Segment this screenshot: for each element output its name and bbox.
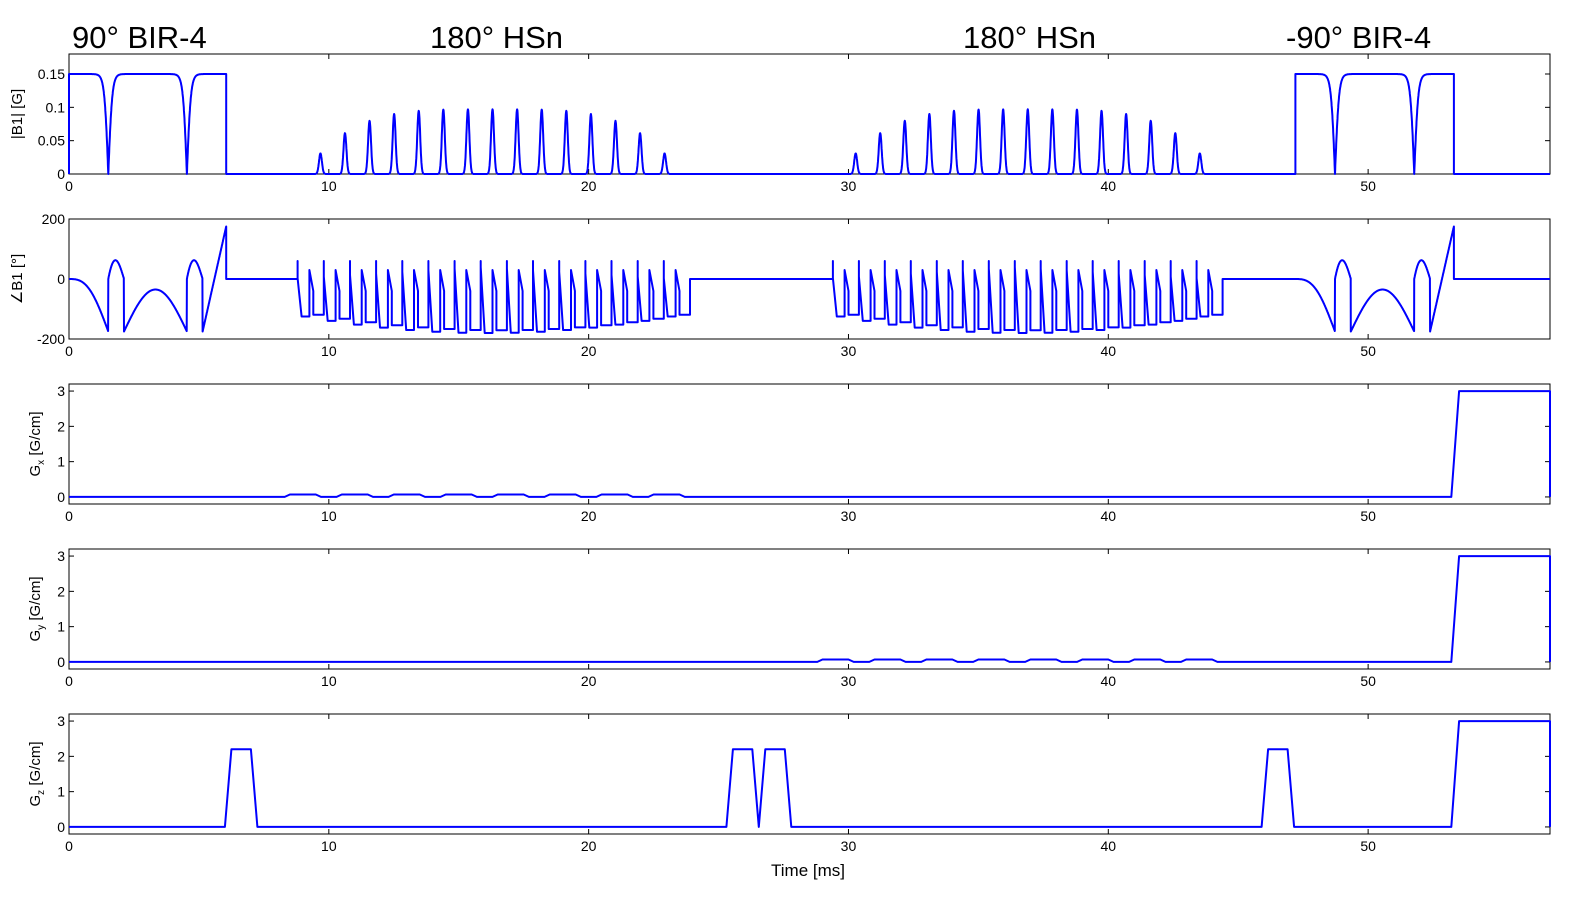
pulse-title-minus90-bir4: -90° BIR-4 <box>1286 20 1431 55</box>
panel-gy: 0 10 20 30 40 50 0 1 2 3 Gy [G/cm] <box>27 548 1551 689</box>
x-tick-label: 40 <box>1101 508 1117 524</box>
axes-box <box>68 53 1551 175</box>
y-tick-label: 0 <box>57 489 65 505</box>
y-tick-label: 1 <box>57 619 65 635</box>
axes-box <box>68 383 1551 505</box>
panel-b1-magnitude: 0 10 20 30 40 50 0 0.05 0.1 0.15 |B1| [G] <box>9 53 1551 194</box>
x-tick-label: 20 <box>581 673 597 689</box>
series-line-b1-phase <box>68 225 1550 334</box>
pulse-title-180-hsn-first: 180° HSn <box>430 20 563 55</box>
x-tick-label: 10 <box>321 343 337 359</box>
y-tick-label: 1 <box>57 454 65 470</box>
pulse-title-180-hsn-second: 180° HSn <box>963 20 1096 55</box>
x-tick-label: 30 <box>841 673 857 689</box>
series-line-gz <box>69 720 1551 828</box>
x-tick-label: 30 <box>841 508 857 524</box>
panel-gx: 0 10 20 30 40 50 0 1 2 3 Gx [G/cm] <box>27 383 1551 524</box>
x-tick-label: 20 <box>581 178 597 194</box>
y-tick-label: 0.1 <box>46 99 66 115</box>
y-tick-label: 3 <box>57 548 65 564</box>
y-axis-label: |B1| [G] <box>9 89 26 139</box>
y-axis-label: ∠B1 [°] <box>9 254 26 304</box>
x-tick-label: 20 <box>581 838 597 854</box>
x-tick-label: 30 <box>841 838 857 854</box>
x-tick-label: 0 <box>65 673 73 689</box>
y-tick-label: 2 <box>57 748 65 764</box>
y-tick-label: 200 <box>42 211 66 227</box>
y-tick-label: 3 <box>57 383 65 399</box>
x-tick-label: 40 <box>1101 178 1117 194</box>
x-tick-label: 50 <box>1360 673 1376 689</box>
y-tick-label: 3 <box>57 713 65 729</box>
y-tick-label: 2 <box>57 583 65 599</box>
series-line-gx <box>69 390 1551 498</box>
series-line-gy <box>69 555 1551 663</box>
x-tick-label: 40 <box>1101 673 1117 689</box>
x-tick-label: 10 <box>321 178 337 194</box>
axes-box <box>68 548 1551 670</box>
y-tick-label: 0 <box>57 654 65 670</box>
x-tick-label: 0 <box>65 508 73 524</box>
x-tick-label: 10 <box>321 838 337 854</box>
x-tick-label: 30 <box>841 178 857 194</box>
x-tick-label: 40 <box>1101 343 1117 359</box>
pulse-titles: 90° BIR-4 180° HSn 180° HSn -90° BIR-4 <box>72 20 1431 55</box>
series-line-b1-magnitude <box>68 73 1550 175</box>
panel-gz: 0 10 20 30 40 50 0 1 2 3 Gz [G/cm] <box>27 713 1551 854</box>
y-axis-label: Gz [G/cm] <box>27 741 47 806</box>
y-tick-label: 0 <box>57 819 65 835</box>
y-tick-label: 1 <box>57 784 65 800</box>
x-tick-label: 0 <box>65 343 73 359</box>
x-tick-label: 50 <box>1360 838 1376 854</box>
x-tick-label: 40 <box>1101 838 1117 854</box>
y-tick-label: 0.15 <box>38 66 65 82</box>
axes-box <box>68 713 1551 835</box>
x-tick-label: 30 <box>841 343 857 359</box>
x-tick-label: 50 <box>1360 508 1376 524</box>
time-axis-label: Time [ms] <box>771 861 845 880</box>
x-tick-label: 10 <box>321 508 337 524</box>
y-tick-label: 2 <box>57 418 65 434</box>
x-tick-label: 50 <box>1360 178 1376 194</box>
x-tick-label: 10 <box>321 673 337 689</box>
x-tick-label: 20 <box>581 508 597 524</box>
y-tick-label: -200 <box>37 331 65 347</box>
pulse-title-90-bir4: 90° BIR-4 <box>72 20 207 55</box>
x-tick-label: 0 <box>65 178 73 194</box>
y-axis-label: Gy [G/cm] <box>27 576 47 641</box>
y-tick-label: 0.05 <box>38 133 65 149</box>
y-tick-label: 0 <box>57 271 65 287</box>
x-tick-label: 50 <box>1360 343 1376 359</box>
x-tick-label: 20 <box>581 343 597 359</box>
y-axis-label: Gx [G/cm] <box>27 411 47 476</box>
y-tick-label: 0 <box>57 166 65 182</box>
x-tick-label: 0 <box>65 838 73 854</box>
